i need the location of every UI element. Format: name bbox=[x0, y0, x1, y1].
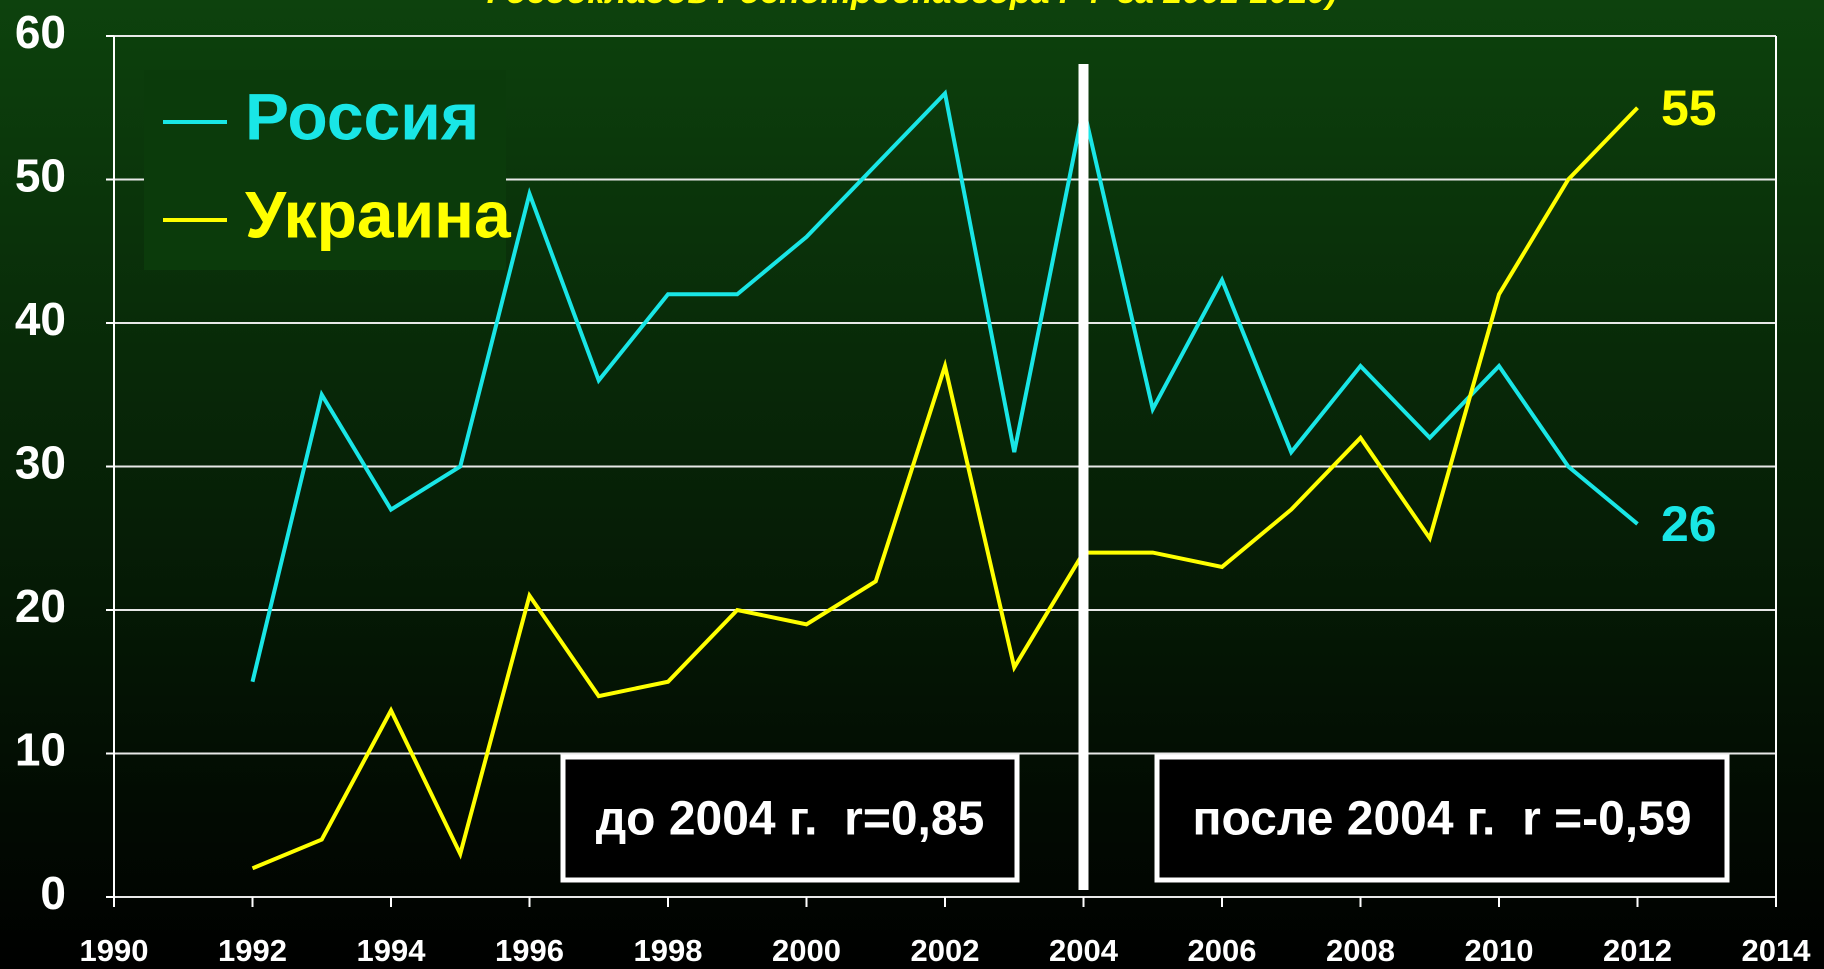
x-tick-label: 2000 bbox=[772, 933, 841, 968]
data-label: 26 bbox=[1661, 496, 1717, 552]
y-tick-label: 20 bbox=[15, 580, 66, 632]
x-tick-label: 2004 bbox=[1049, 933, 1119, 968]
data-label: 55 bbox=[1661, 80, 1717, 136]
y-tick-label: 40 bbox=[15, 293, 66, 345]
legend-label: Украина bbox=[245, 177, 512, 251]
x-tick-label: 2008 bbox=[1326, 933, 1395, 968]
x-tick-label: 1990 bbox=[80, 933, 149, 968]
y-tick-label: 50 bbox=[15, 150, 66, 202]
annotation-box bbox=[560, 754, 1020, 883]
annotation-box bbox=[1154, 754, 1730, 883]
y-tick-label: 10 bbox=[15, 724, 66, 776]
annotation: после 2004 г. r =-0,59 bbox=[1192, 793, 1691, 846]
legend-label: Россия bbox=[245, 79, 479, 153]
y-tick-label: 0 bbox=[40, 867, 66, 919]
annotation: до 2004 г. r=0,85 bbox=[596, 793, 985, 846]
x-tick-label: 2014 bbox=[1742, 933, 1812, 968]
legend-background bbox=[144, 70, 506, 270]
x-tick-label: 2002 bbox=[911, 933, 980, 968]
y-tick-label: 30 bbox=[15, 437, 66, 489]
chart-subtitle: Госдокладов Роспотребнадзора РФ за 2001-… bbox=[487, 0, 1337, 11]
x-tick-label: 2006 bbox=[1188, 933, 1257, 968]
x-tick-label: 2012 bbox=[1603, 933, 1672, 968]
x-tick-label: 1992 bbox=[218, 933, 287, 968]
series-line bbox=[250, 89, 1639, 683]
x-tick-label: 2010 bbox=[1465, 933, 1534, 968]
series-line bbox=[251, 106, 1639, 871]
x-tick-label: 1994 bbox=[357, 933, 427, 968]
x-tick-label: 1996 bbox=[495, 933, 564, 968]
x-tick-label: 1998 bbox=[634, 933, 703, 968]
y-tick-label: 60 bbox=[15, 6, 66, 58]
